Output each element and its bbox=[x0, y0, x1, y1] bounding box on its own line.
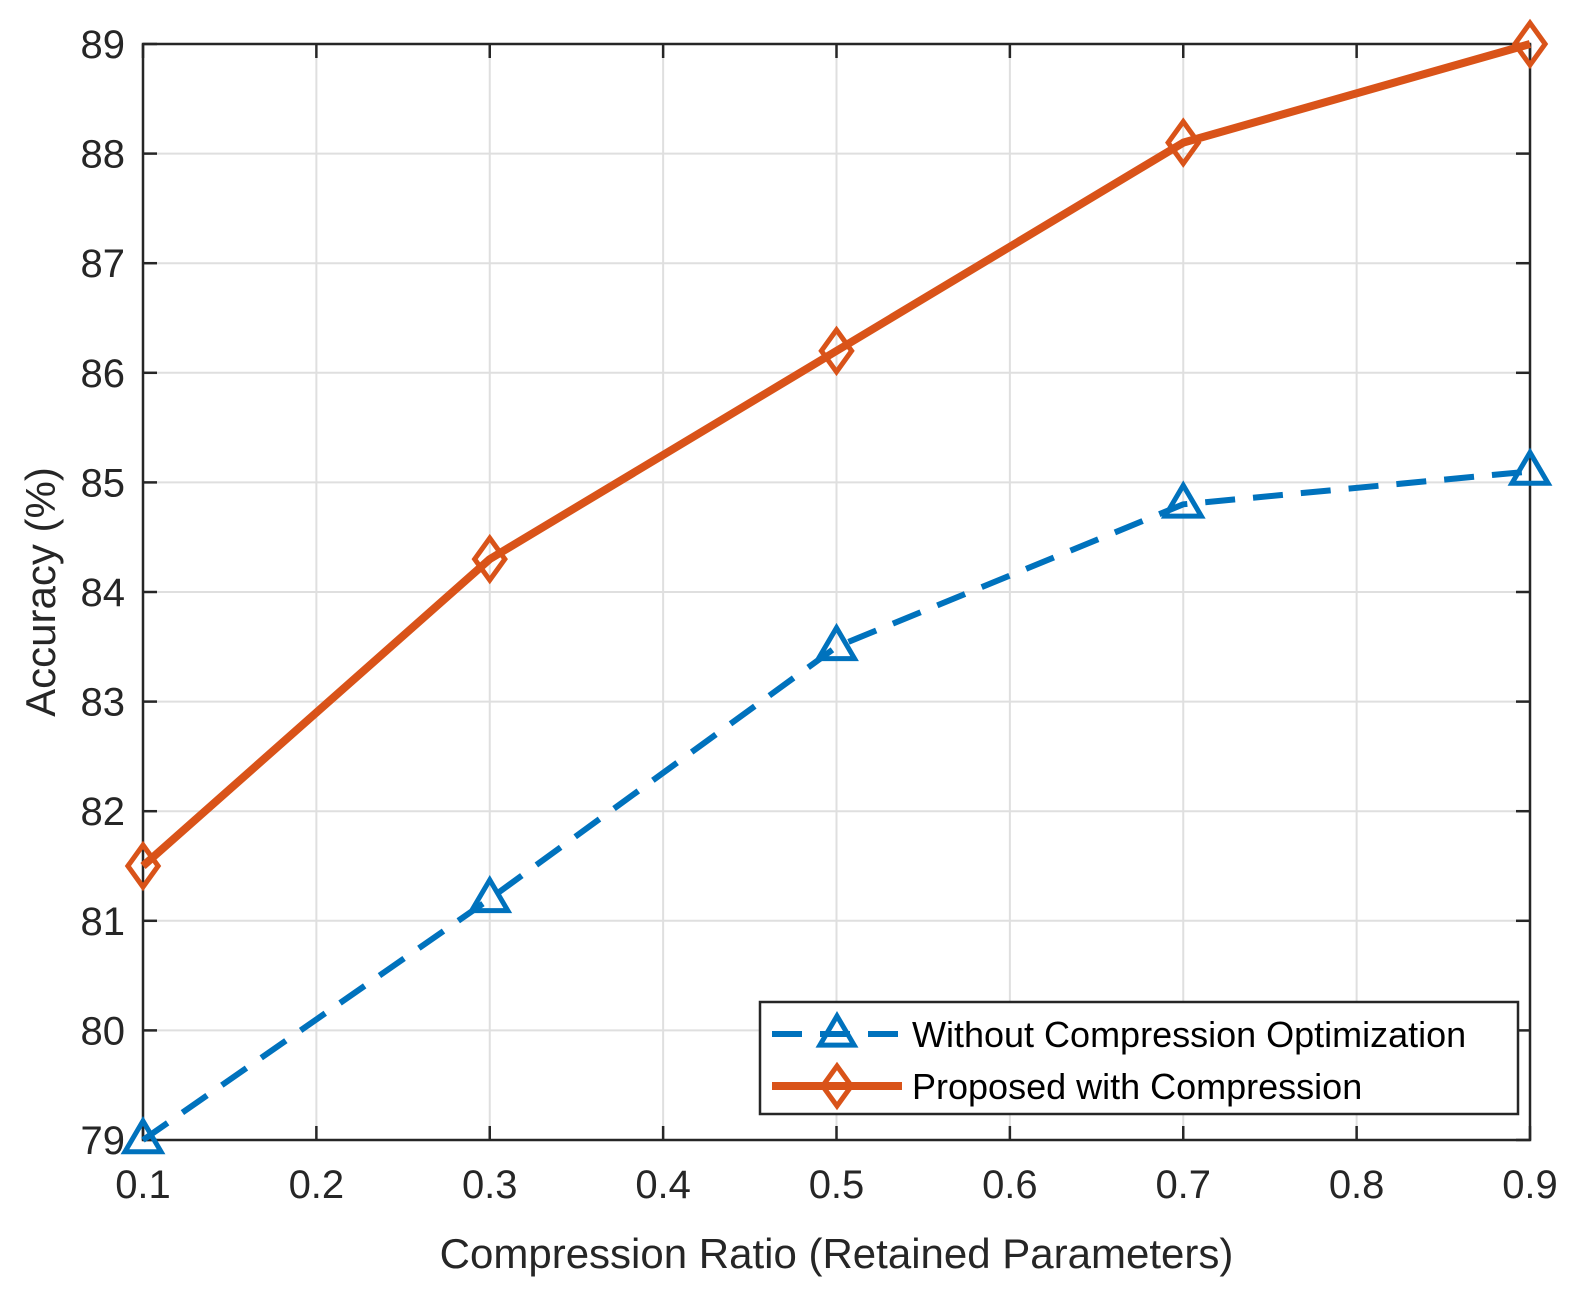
legend-sample-proposed bbox=[772, 1061, 902, 1111]
data-point bbox=[814, 622, 859, 662]
data-point bbox=[467, 874, 513, 914]
series-line bbox=[140, 40, 1532, 869]
series-proposed bbox=[124, 18, 1549, 892]
plot-area-frame bbox=[141, 42, 1532, 1142]
legend: Without Compression Optimization Propose… bbox=[758, 1000, 1520, 1116]
data-point bbox=[1160, 480, 1206, 519]
x-tick-label: 0.3 bbox=[462, 1163, 518, 1207]
legend-sample-without-compression bbox=[772, 1011, 902, 1048]
legend-label-proposed: Proposed with Compression bbox=[912, 1066, 1362, 1107]
data-point bbox=[1511, 18, 1549, 70]
data-point bbox=[1165, 117, 1202, 168]
y-axis-title: Accuracy (%) bbox=[17, 467, 64, 717]
y-tick-label: 81 bbox=[81, 900, 126, 944]
y-tick-label: 82 bbox=[81, 790, 126, 834]
y-tick-label: 89 bbox=[81, 23, 126, 67]
y-tick-label: 79 bbox=[81, 1119, 126, 1163]
x-tick-label: 0.5 bbox=[809, 1163, 865, 1207]
y-tick-label: 88 bbox=[81, 133, 126, 177]
y-tick-labels: 79 80 81 82 83 84 85 86 87 88 89 bbox=[81, 23, 126, 1163]
series-without-compression bbox=[120, 447, 1553, 1155]
y-tick-label: 87 bbox=[81, 242, 126, 286]
x-tick-label: 0.2 bbox=[289, 1163, 345, 1207]
data-point bbox=[120, 1116, 166, 1155]
y-tick-label: 84 bbox=[81, 571, 126, 615]
data-point bbox=[471, 533, 508, 585]
x-tick-label: 0.8 bbox=[1329, 1163, 1385, 1207]
data-point bbox=[124, 840, 162, 892]
x-tick-label: 0.1 bbox=[115, 1163, 171, 1207]
legend-label-without-compression: Without Compression Optimization bbox=[912, 1014, 1466, 1055]
x-tick-label: 0.4 bbox=[635, 1163, 691, 1207]
x-tick-labels: 0.1 0.2 0.3 0.4 0.5 0.6 0.7 0.8 0.9 bbox=[115, 1163, 1558, 1207]
series-layer bbox=[120, 18, 1553, 1155]
x-tick-label: 0.6 bbox=[982, 1163, 1038, 1207]
x-tick-label: 0.9 bbox=[1502, 1163, 1558, 1207]
y-tick-label: 83 bbox=[81, 681, 126, 725]
y-tick-label: 86 bbox=[81, 352, 126, 396]
y-tick-label: 85 bbox=[81, 461, 126, 505]
legend-box bbox=[758, 1000, 1520, 1116]
x-tick-label: 0.7 bbox=[1155, 1163, 1211, 1207]
data-point bbox=[1507, 447, 1553, 486]
data-point bbox=[818, 325, 855, 377]
x-axis-title: Compression Ratio (Retained Parameters) bbox=[440, 1230, 1234, 1277]
legend-marker bbox=[815, 1011, 859, 1048]
legend-marker bbox=[819, 1061, 855, 1111]
y-tick-label: 80 bbox=[81, 1009, 126, 1053]
